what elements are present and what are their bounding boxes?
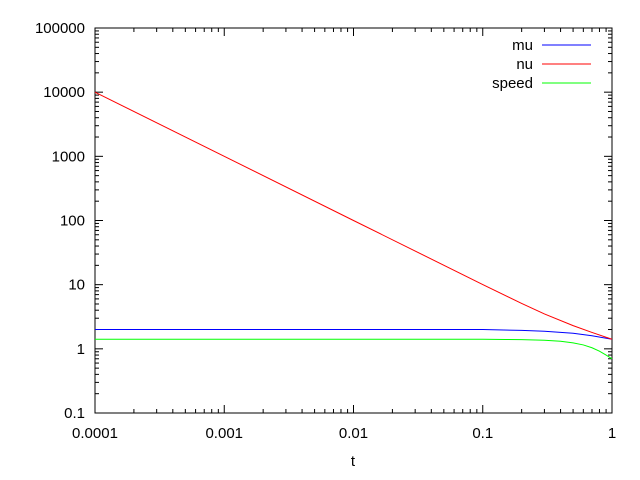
series-line-nu: [94, 91, 613, 340]
x-tick-label: 0.0001: [72, 425, 118, 442]
y-tick-label: 1000: [52, 148, 85, 165]
legend-label-nu: nu: [516, 56, 533, 73]
x-tick-label: 0.1: [472, 425, 493, 442]
y-tick-label: 10000: [43, 84, 85, 101]
x-tick-label: 0.001: [205, 425, 243, 442]
x-tick-label: 1: [608, 425, 616, 442]
y-tick-label: 0.1: [64, 405, 85, 422]
y-tick-label: 100: [60, 213, 85, 230]
x-axis-label: t: [351, 453, 356, 470]
legend: mu nu speed: [492, 37, 591, 92]
series-lines: [94, 91, 613, 360]
legend-label-mu: mu: [512, 37, 533, 54]
legend-label-speed: speed: [492, 75, 533, 92]
series-line-mu: [95, 329, 613, 340]
y-tick-label: 100000: [35, 20, 85, 37]
x-tick-label: 0.01: [339, 425, 368, 442]
y-tick-label: 10: [68, 277, 85, 294]
y-tick-label: 1: [77, 341, 85, 358]
axis-ticks: [94, 27, 613, 414]
series-line-speed: [95, 338, 613, 360]
tick-labels: 0.0001 0.001 0.01 0.1 1 0.1 1 10 100 1000 10000 100…: [35, 20, 616, 442]
